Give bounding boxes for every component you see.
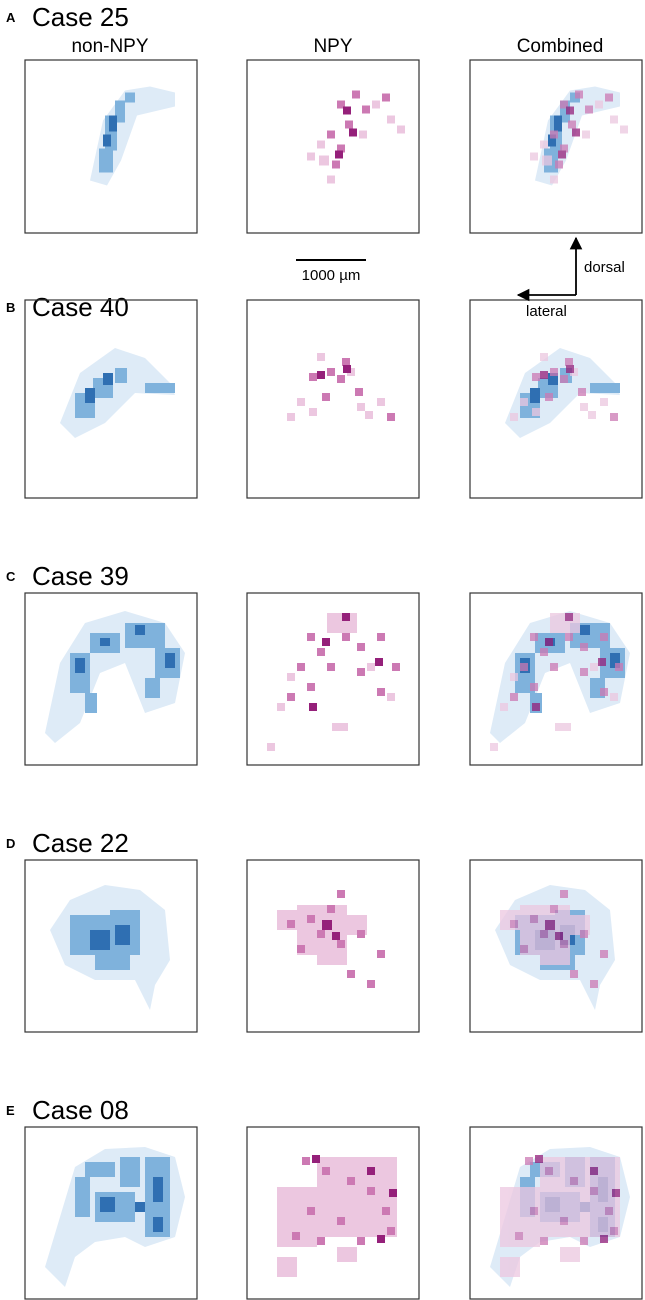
column-title: Combined	[517, 36, 604, 57]
panel-title: Case 40	[32, 292, 129, 322]
panel-title: Case 22	[32, 828, 129, 858]
lateral-label: lateral	[526, 303, 567, 320]
non-npy-density	[45, 611, 185, 743]
panel-title: Case 25	[32, 2, 129, 32]
panel-frame	[246, 592, 420, 766]
column-title: NPY	[313, 36, 352, 57]
panel-grid: non-NPY NPY Combined A Case 25 B Case 40 C Case …	[6, 2, 643, 1300]
dorsal-label: dorsal	[584, 259, 625, 276]
non-npy-density	[60, 348, 175, 438]
non-npy-density	[90, 86, 175, 186]
heatmap	[267, 613, 400, 751]
heatmap	[45, 611, 185, 743]
npy-density	[277, 890, 385, 988]
heatmap	[60, 348, 175, 438]
npy-density	[307, 90, 405, 184]
panel-frame	[469, 59, 643, 234]
non-npy-density	[505, 348, 620, 438]
heatmap	[307, 90, 405, 184]
panel-letter: D	[6, 836, 15, 851]
panel-frame	[24, 299, 198, 499]
panel-frame	[469, 859, 643, 1033]
npy-density	[287, 353, 395, 421]
non-npy-density	[50, 885, 170, 1010]
panel-letter: B	[6, 300, 15, 315]
heatmap	[530, 86, 628, 186]
non-npy-density	[45, 1147, 185, 1287]
heatmap	[287, 353, 395, 421]
column-title: non-NPY	[71, 36, 148, 57]
npy-density	[500, 1155, 620, 1277]
heatmap	[277, 1155, 397, 1277]
panel-title: Case 08	[32, 1095, 129, 1125]
panel-frame	[246, 1126, 420, 1300]
panel-frame	[469, 299, 643, 499]
heatmap	[277, 890, 385, 988]
panel-frame	[24, 1126, 198, 1300]
panel-frame	[24, 592, 198, 766]
heatmap	[45, 1147, 185, 1287]
panel-frame	[246, 59, 420, 234]
heatmap	[505, 348, 620, 438]
panel-letter: E	[6, 1103, 15, 1118]
panel-frame	[24, 59, 198, 234]
panel-frame	[469, 592, 643, 766]
panel-title: Case 39	[32, 561, 129, 591]
heatmap	[50, 885, 170, 1010]
npy-density	[267, 613, 400, 751]
panel-frame	[246, 859, 420, 1033]
panel-letter: C	[6, 569, 16, 584]
npy-density	[277, 1155, 397, 1277]
heatmap	[490, 1147, 630, 1287]
heatmap	[495, 885, 615, 1010]
heatmap	[90, 86, 175, 186]
heatmap	[490, 611, 630, 751]
panel-frame	[469, 1126, 643, 1300]
scale-bar-label: 1000 µm	[302, 267, 361, 284]
panel-letter: A	[6, 10, 16, 25]
panel-frame	[246, 299, 420, 499]
panel-frame	[24, 859, 198, 1033]
